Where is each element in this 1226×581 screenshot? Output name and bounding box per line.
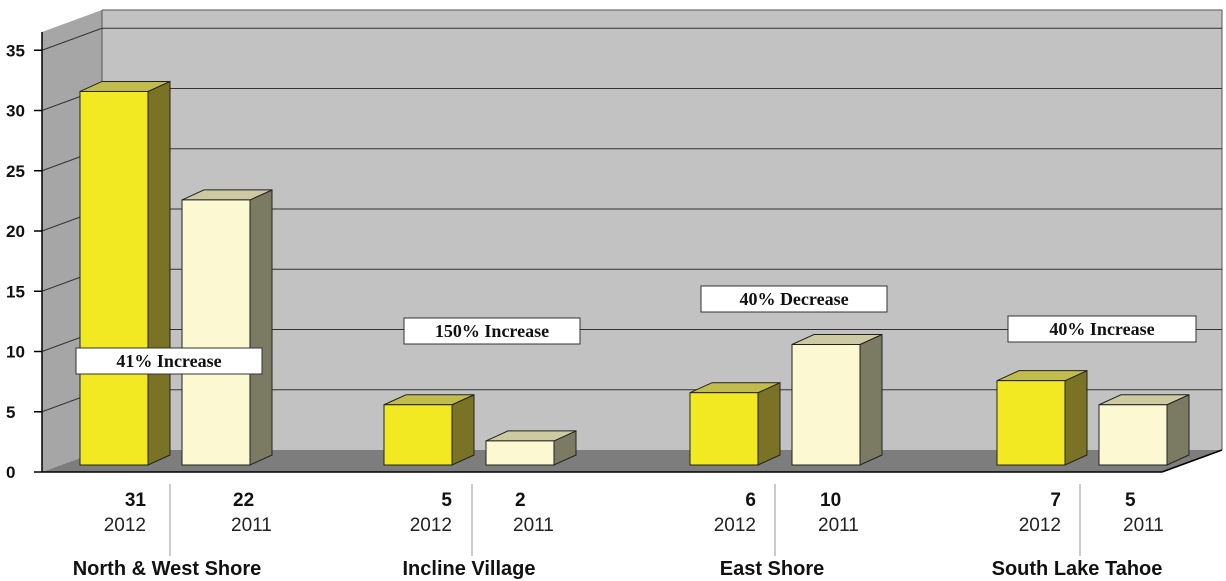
- bar-side: [451, 393, 475, 466]
- annotation-box: 41% Increase: [75, 347, 263, 375]
- year-label: 2012: [714, 515, 756, 536]
- y-axis: 0 5 10 15 20 25 30 35: [6, 32, 1223, 482]
- annotation-bg: [700, 285, 888, 313]
- category-label: East Shore: [720, 558, 824, 580]
- value-label: 10: [820, 490, 841, 511]
- bar-side: [249, 189, 273, 466]
- gridline-side: [41, 27, 103, 51]
- value-label: 5: [1125, 490, 1136, 511]
- year-label: 2011: [1123, 515, 1164, 536]
- bar-2011-1: [485, 430, 577, 466]
- bar-side: [1166, 393, 1190, 466]
- bar-front: [689, 392, 759, 466]
- bar-front: [791, 344, 861, 466]
- annotation-bg: [1007, 315, 1197, 343]
- bar-2012-1: [383, 393, 475, 466]
- year-label: 2012: [410, 515, 452, 536]
- annotations: 41% Increase 150% Increase 40% Decrease 40%…: [75, 285, 1197, 375]
- bar-2012-3: [996, 369, 1088, 466]
- y-tick-label: 10: [6, 343, 25, 362]
- bar-2011-0: [181, 189, 273, 466]
- value-label: 5: [441, 490, 452, 511]
- bars: [79, 80, 1190, 466]
- bar-front: [79, 90, 149, 466]
- bar-front: [181, 199, 251, 466]
- bar-front: [485, 440, 555, 466]
- year-label: 2012: [1019, 515, 1061, 536]
- category-label: South Lake Tahoe: [992, 558, 1163, 580]
- bar-side: [859, 333, 883, 466]
- bar-2012-2: [689, 381, 781, 466]
- y-tick-label: 5: [6, 403, 15, 422]
- year-label: 2011: [231, 515, 272, 536]
- bar-front: [383, 404, 453, 466]
- annotation-bg: [75, 347, 263, 375]
- y-tick-label: 20: [6, 222, 25, 241]
- x-axis-depth: [1161, 449, 1223, 473]
- annotation-box: 150% Increase: [403, 317, 581, 345]
- annotation-bg: [403, 317, 581, 345]
- value-label: 6: [745, 490, 756, 511]
- y-tick-label: 30: [6, 102, 25, 121]
- floor: [42, 450, 1222, 472]
- annotation-text: 41% Increase: [116, 351, 221, 371]
- annotation-text: 40% Increase: [1049, 319, 1154, 339]
- bar-side: [1064, 369, 1088, 466]
- bar-front: [1098, 404, 1168, 466]
- annotation-box: 40% Decrease: [700, 285, 888, 313]
- x-labels: 31 2012 22 2011 North & West Shore 5 2012 2 2011…: [73, 484, 1164, 580]
- bar-2012-0: [79, 80, 171, 466]
- year-label: 2011: [818, 515, 859, 536]
- category-label: Incline Village: [402, 558, 535, 580]
- bar-2011-2: [791, 333, 883, 466]
- value-label: 22: [233, 490, 254, 511]
- value-label: 7: [1050, 490, 1061, 511]
- annotation-text: 40% Decrease: [739, 289, 848, 309]
- bar-side: [147, 80, 171, 466]
- category-label: North & West Shore: [73, 558, 262, 580]
- bar-front: [996, 380, 1066, 466]
- y-tick-label: 15: [6, 282, 25, 301]
- year-label: 2011: [513, 515, 554, 536]
- value-label: 31: [125, 490, 147, 511]
- y-tick-label: 0: [6, 463, 15, 482]
- bar-2011-3: [1098, 393, 1190, 466]
- y-tick-label: 35: [6, 41, 25, 60]
- annotation-box: 40% Increase: [1007, 315, 1197, 343]
- bar-side: [757, 381, 781, 466]
- back-wall: [102, 10, 1222, 450]
- wall-border: [102, 9, 1223, 450]
- year-label: 2012: [104, 515, 146, 536]
- value-label: 2: [515, 490, 526, 511]
- y-tick-label: 25: [6, 162, 25, 181]
- annotation-text: 150% Increase: [435, 321, 549, 341]
